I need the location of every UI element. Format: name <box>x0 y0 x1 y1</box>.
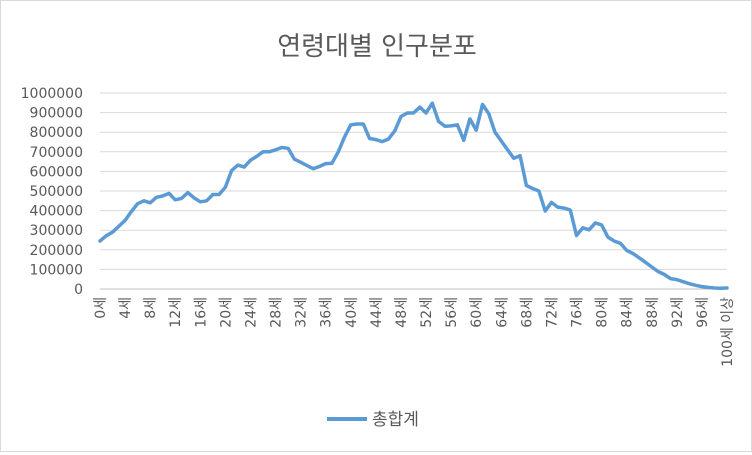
legend: 총합계 <box>327 410 419 430</box>
x-tick-label: 84세 <box>620 297 636 328</box>
y-tick-label: 500000 <box>30 184 83 200</box>
x-tick-label: 52세 <box>419 297 435 328</box>
x-tick-label: 100세 이상 <box>720 297 736 367</box>
gridlines <box>100 92 727 290</box>
y-tick-label: 800000 <box>30 125 83 141</box>
x-tick-label: 72세 <box>544 297 560 328</box>
x-tick-label: 68세 <box>519 297 535 328</box>
x-tick-label: 20세 <box>218 297 234 328</box>
x-tick-label: 56세 <box>444 297 460 328</box>
x-axis-tick-labels: 0세 4세 8세 12세 16세 20세 24세 28세 32세 36세 40세 44세 48세 52세 5… <box>93 297 736 367</box>
y-axis-tick-labels: 0 100000 200000 300000 400000 500000 600000 700… <box>21 86 83 298</box>
x-tick-label: 44세 <box>369 297 385 328</box>
x-tick-label: 76세 <box>570 297 586 328</box>
legend-label: 총합계 <box>372 410 419 430</box>
y-tick-label: 700000 <box>30 145 83 161</box>
y-tick-label: 400000 <box>30 204 83 220</box>
x-tick-label: 92세 <box>670 297 686 328</box>
x-tick-label: 60세 <box>469 297 485 328</box>
x-tick-label: 0세 <box>93 297 109 319</box>
y-tick-label: 600000 <box>30 164 83 180</box>
y-tick-label: 900000 <box>30 106 83 122</box>
x-tick-label: 32세 <box>294 297 310 328</box>
series-line <box>98 101 729 290</box>
y-tick-label: 0 <box>74 282 83 298</box>
x-tick-label: 16세 <box>193 297 209 328</box>
x-tick-label: 40세 <box>344 297 360 328</box>
x-tick-label: 4세 <box>118 297 134 319</box>
y-tick-label: 1000000 <box>21 86 83 102</box>
x-tick-label: 80세 <box>595 297 611 328</box>
x-tick-label: 88세 <box>645 297 661 328</box>
x-tick-label: 8세 <box>143 297 159 319</box>
x-tick-label: 12세 <box>168 297 184 328</box>
y-tick-label: 100000 <box>30 262 83 278</box>
chart-title: 연령대별 인구분포 <box>277 32 477 62</box>
x-tick-label: 36세 <box>319 297 335 328</box>
x-tick-label: 24세 <box>243 297 259 328</box>
y-tick-label: 300000 <box>30 223 83 239</box>
x-tick-label: 48세 <box>394 297 410 328</box>
x-tick-label: 28세 <box>269 297 285 328</box>
series-layer <box>98 101 729 290</box>
x-tick-label: 96세 <box>695 297 711 328</box>
y-tick-label: 200000 <box>30 243 83 259</box>
x-tick-label: 64세 <box>494 297 510 328</box>
